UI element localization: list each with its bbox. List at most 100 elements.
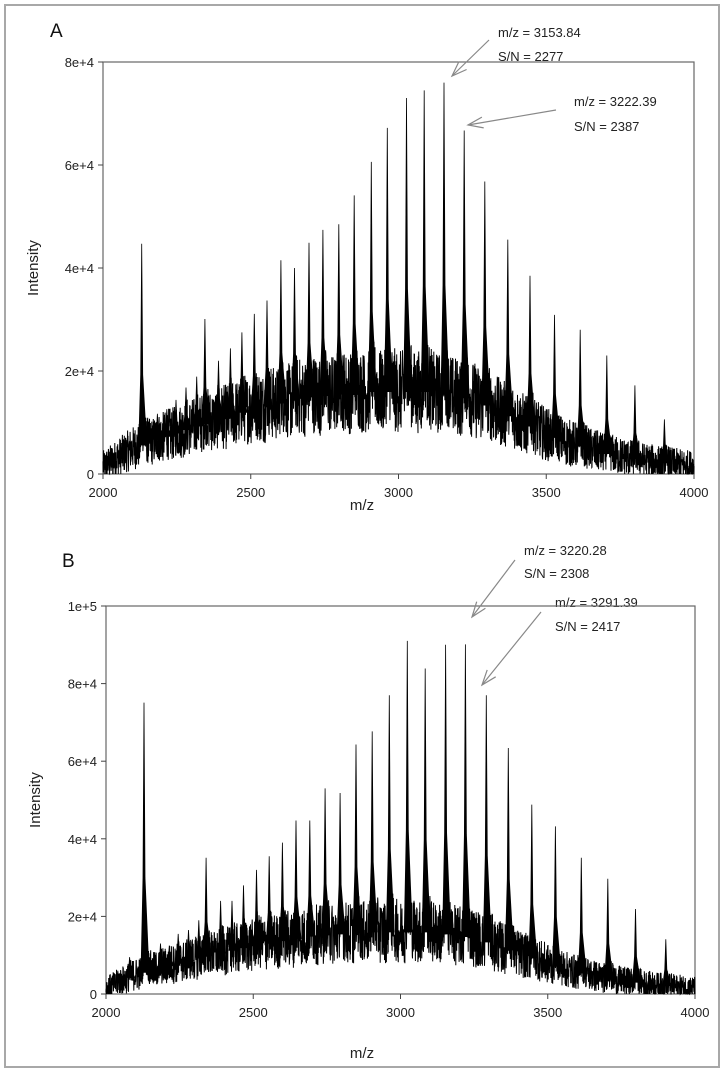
spectrum-peak <box>632 909 641 983</box>
spectrum-peak <box>421 668 431 933</box>
spectrum-peak <box>528 804 538 959</box>
spectrum-peak <box>403 98 412 392</box>
spectrum-peak <box>114 970 124 984</box>
spectrum-peak <box>577 857 587 974</box>
spectrum-peak <box>172 399 182 434</box>
y-tick-label: 8e+4 <box>68 677 97 692</box>
spectrum-peak <box>193 376 203 427</box>
spectrum-peak <box>604 878 614 980</box>
annotation-1-line1: m/z = 3153.84 <box>498 25 581 40</box>
spectrum-peak <box>385 695 395 933</box>
spectrum-peak <box>420 90 430 392</box>
y-tick-label: 1e+5 <box>68 599 97 614</box>
spectrum-peak <box>368 731 378 933</box>
y-tick-label: 0 <box>87 467 94 482</box>
x-tick-label: 3500 <box>533 1005 562 1020</box>
y-tick-label: 4e+4 <box>68 832 97 847</box>
spectrum-peak <box>662 939 672 987</box>
spectrum-peak <box>504 239 514 417</box>
y-tick-label: 6e+4 <box>68 754 97 769</box>
panel-a: A Intensity m/z m/z = 3153.84 S/N = 2277… <box>25 21 708 514</box>
spectrum-peak <box>156 943 167 969</box>
spectrum-peak <box>165 945 175 967</box>
x-axis-label: m/z <box>350 1045 374 1062</box>
spectrum-peak <box>201 318 211 424</box>
figure-frame <box>4 4 720 1068</box>
spectrum-peak <box>350 195 360 394</box>
spectrum-peak <box>551 826 561 967</box>
spectrum-peak <box>631 385 641 459</box>
arrowhead-icon <box>450 61 467 78</box>
spectrum-peak <box>265 856 275 944</box>
spectrum-peak <box>185 929 195 962</box>
x-tick-label: 3000 <box>384 485 413 500</box>
spectrum-peak <box>163 409 173 437</box>
annotation-2-line2: S/N = 2417 <box>555 619 620 634</box>
panel-b: B Intensity m/z m/z = 3220.28 S/N = 2308… <box>27 543 709 1062</box>
annotation-2-line2: S/N = 2387 <box>574 119 639 134</box>
annotation-arrow <box>471 559 516 618</box>
spectrum-peak <box>153 413 164 440</box>
spectrum-peak <box>263 300 273 407</box>
spectrum-peak <box>403 640 413 933</box>
x-tick-label: 2500 <box>236 485 265 500</box>
spectrum-peak <box>321 788 331 936</box>
spectrum-peak <box>319 229 329 397</box>
y-tick-label: 0 <box>90 987 97 1002</box>
annotation-arrow <box>481 611 542 686</box>
annotation-1-line2: S/N = 2308 <box>524 566 589 581</box>
spectrum-peak <box>440 82 450 395</box>
spectrum-peak <box>461 644 471 937</box>
spectrum-peak <box>481 181 491 406</box>
panel-label: B <box>62 551 75 572</box>
spectrum-peak <box>226 348 236 417</box>
spectrum-peak <box>291 267 300 401</box>
spectrum-peak <box>250 313 260 410</box>
x-tick-label: 3000 <box>386 1005 415 1020</box>
y-tick-label: 8e+4 <box>65 55 94 70</box>
x-tick-label: 4000 <box>681 1005 710 1020</box>
spectrum-peak <box>603 355 613 455</box>
spectrum-peak <box>576 329 586 447</box>
x-tick-label: 4000 <box>680 485 709 500</box>
spectrum-peak <box>217 900 227 954</box>
arrowhead-icon <box>470 601 486 619</box>
spectrum-peak <box>306 820 316 937</box>
x-tick-label: 2000 <box>92 1005 121 1020</box>
spectrum-peak <box>383 127 393 392</box>
annotation-2-line1: m/z = 3222.39 <box>574 94 657 109</box>
arrowhead-icon <box>466 116 484 129</box>
spectrum-peak <box>305 242 315 398</box>
spectrum-peak <box>442 644 452 935</box>
annotation-arrow <box>451 39 490 77</box>
panel-label: A <box>50 21 63 42</box>
annotation-1-line2: S/N = 2277 <box>498 49 563 64</box>
spectrum-peak <box>335 224 345 395</box>
y-tick-label: 4e+4 <box>65 261 94 276</box>
spectrum-peak <box>182 387 192 431</box>
spectrum-peak <box>526 275 536 427</box>
x-tick-label: 2500 <box>239 1005 268 1020</box>
spectrum-peak <box>202 857 212 957</box>
spectrum-peak <box>660 419 670 464</box>
x-tick-label: 2000 <box>89 485 118 500</box>
spectrum-peak <box>240 885 249 949</box>
y-tick-label: 2e+4 <box>68 909 97 924</box>
annotation-1-line1: m/z = 3220.28 <box>524 543 607 558</box>
x-tick-label: 3500 <box>532 485 561 500</box>
spectrum-peak <box>174 933 184 964</box>
spectrum-peak <box>215 360 224 420</box>
spectrum-peak <box>551 314 560 438</box>
spectrum-peak <box>195 920 205 959</box>
y-tick-label: 6e+4 <box>65 158 94 173</box>
spectrum-peak <box>140 702 150 973</box>
spectrum-peak <box>253 869 262 946</box>
spectrum-peak <box>460 130 470 399</box>
spectrum-trace <box>105 879 696 996</box>
spectrum-peak <box>138 243 148 446</box>
y-axis-label: Intensity <box>27 772 44 828</box>
spectrum-peak <box>126 957 136 978</box>
spectrum-peak <box>292 820 302 939</box>
annotation-arrow <box>467 109 557 126</box>
